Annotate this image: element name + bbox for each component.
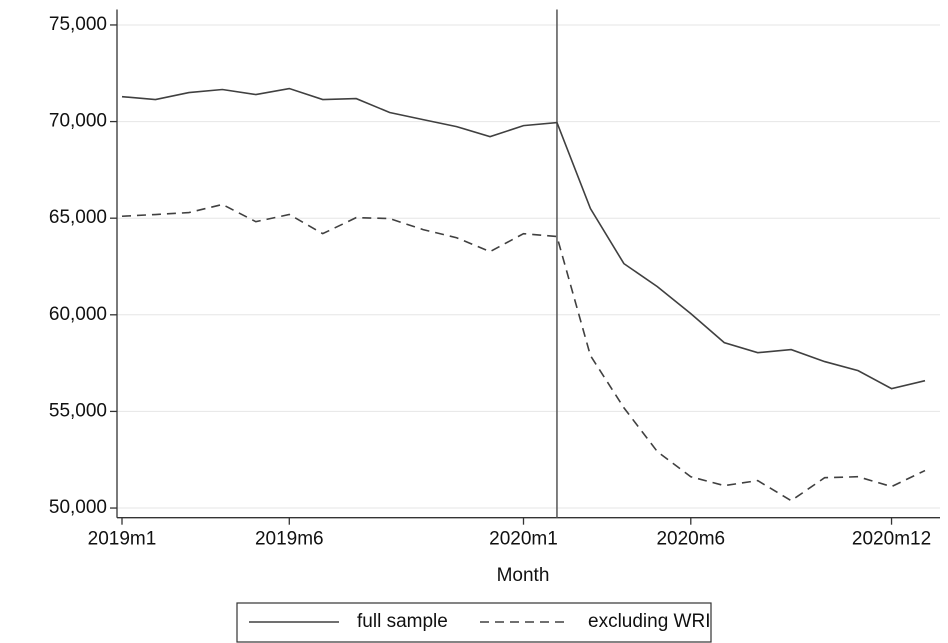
y-tick-label: 75,000 (49, 14, 107, 35)
y-tick-label: 60,000 (49, 304, 107, 325)
legend-label: full sample (357, 611, 448, 632)
x-tick-label: 2019m6 (255, 529, 324, 550)
x-tick-label: 2020m6 (656, 529, 725, 550)
y-tick-label: 65,000 (49, 207, 107, 228)
x-axis-title: Month (497, 565, 550, 586)
y-tick-label: 55,000 (49, 400, 107, 421)
y-tick-label: 70,000 (49, 111, 107, 132)
series-line (121, 203, 926, 502)
x-tick-label: 2019m1 (88, 529, 157, 550)
y-tick-label: 50,000 (49, 497, 107, 518)
x-tick-label: 2020m1 (489, 529, 558, 550)
legend-label: excluding WRI (588, 611, 711, 632)
series-line (121, 87, 926, 390)
x-tick-label: 2020m12 (852, 529, 931, 550)
